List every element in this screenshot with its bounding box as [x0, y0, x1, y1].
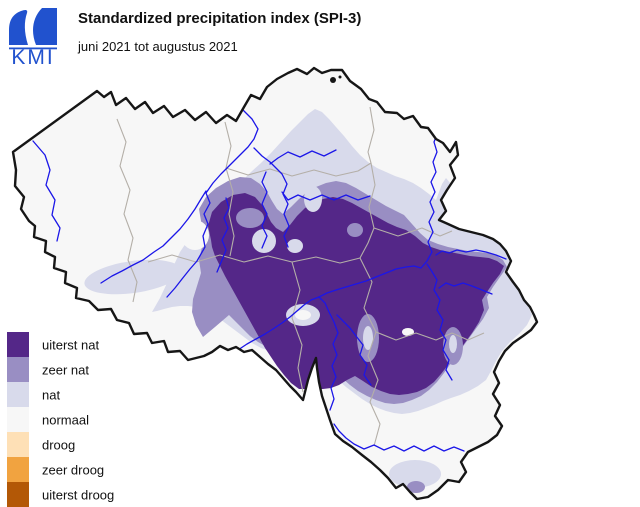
belgium-border: [11, 66, 539, 501]
river-maas: [318, 131, 439, 411]
legend-swatch-zeer-nat: [7, 357, 29, 382]
legend-swatch-uiterst-nat: [7, 332, 29, 357]
legend-swatch-uiterst-droog: [7, 482, 29, 507]
legend-label-zeer-droog: zeer droog: [42, 462, 105, 477]
legend-label-nat: nat: [42, 387, 61, 402]
river-nete: [269, 149, 337, 165]
legend-swatch-normaal: [7, 407, 29, 432]
river-lesse: [336, 314, 372, 386]
spi-inner-patches: [181, 186, 463, 493]
kmi-logo-icon: [9, 8, 57, 50]
river-leie: [100, 190, 207, 284]
river-ourthe: [426, 263, 453, 381]
legend-label-zeer-nat: zeer nat: [42, 362, 89, 377]
spi-region-uiterst-nat: [208, 193, 504, 395]
legend-label-normaal: normaal: [42, 412, 89, 427]
page-title: Standardized precipitation index (SPI-3): [78, 10, 362, 27]
legend-swatch-droog: [7, 432, 29, 457]
legend-swatch-zeer-droog: [7, 457, 29, 482]
river-ijzer: [32, 140, 61, 242]
river-sambre: [237, 296, 320, 351]
legend-label-uiterst-droog: uiterst droog: [42, 487, 115, 502]
river-vesdre: [435, 249, 507, 260]
province-borders: [116, 106, 485, 447]
river-dender: [216, 197, 230, 273]
river-demer: [281, 191, 371, 201]
river-schelde: [166, 109, 259, 298]
rivers: [32, 109, 507, 452]
river-semois: [333, 423, 465, 452]
legend-swatch-nat: [7, 382, 29, 407]
river-ambleve: [438, 282, 493, 295]
title-block: Standardized precipitation index (SPI-3)…: [78, 10, 362, 54]
page-subtitle: juni 2021 tot augustus 2021: [78, 38, 238, 54]
river-dijle: [253, 147, 290, 248]
river-zenne: [261, 171, 268, 249]
baarle-hertog-enclave: [330, 75, 342, 83]
kmi-logo-text: KMI: [11, 46, 55, 69]
legend-label-uiterst-nat: uiterst nat: [42, 337, 100, 352]
legend-label-droog: droog: [42, 437, 76, 452]
